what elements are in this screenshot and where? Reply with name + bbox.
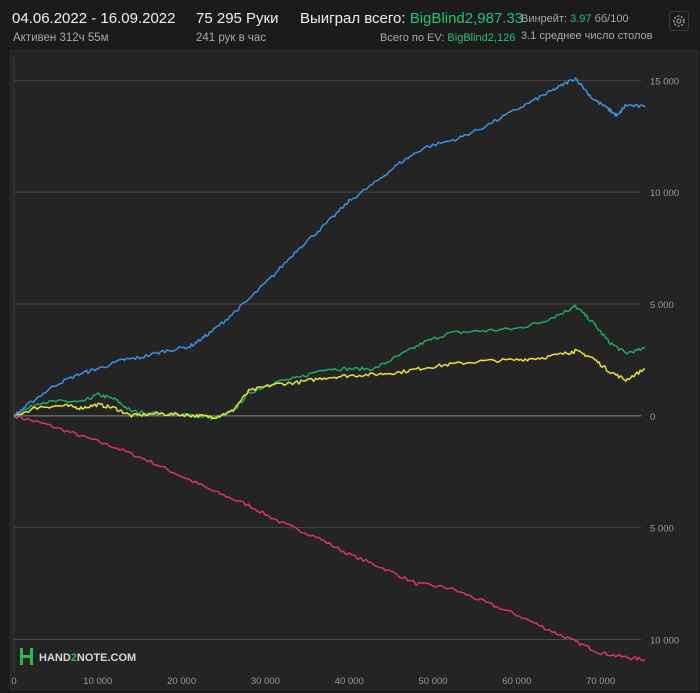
x-axis: 0 10 000 20 000 30 000 40 000 50 000 60 000 70 …	[11, 676, 615, 687]
y-axis: 15 000 10 000 5 000 0 5 000 10 000	[650, 76, 679, 646]
chart-frame	[10, 50, 698, 690]
series-line	[13, 77, 646, 418]
settings-button[interactable]	[669, 11, 689, 31]
grid	[13, 58, 641, 673]
y-tick-label: 5 000	[650, 300, 674, 311]
ev-total: Всего по EV: BigBlind2,126	[380, 32, 515, 44]
x-tick-label: 50 000	[418, 676, 447, 687]
hands-count: 75 295 Руки	[196, 10, 279, 27]
date-range: 04.06.2022 - 16.09.2022	[12, 10, 176, 27]
winrate-label: Винрейт:	[521, 13, 568, 25]
header: 04.06.2022 - 16.09.2022 Активен 312ч 55м…	[0, 0, 700, 50]
hands-per-hour: 241 рук в час	[196, 32, 267, 44]
won-total: Выиграл всего: BigBlind2,987.33	[300, 10, 523, 27]
series-line	[13, 348, 646, 420]
winrate: Винрейт: 3.97 бб/100	[521, 13, 629, 25]
logo: HAND2NOTE.COM	[20, 648, 136, 665]
series-lines	[13, 77, 646, 662]
ev-value: BigBlind2,126	[447, 32, 516, 44]
x-tick-label: 20 000	[167, 676, 196, 687]
x-tick-label: 30 000	[251, 676, 280, 687]
avg-tables: 3.1 среднее число столов	[521, 30, 653, 42]
x-tick-label: 40 000	[335, 676, 364, 687]
series-line	[13, 304, 646, 420]
y-tick-label: 15 000	[650, 76, 679, 87]
logo-text: HAND2NOTE.COM	[39, 652, 136, 664]
winrate-value: 3.97	[570, 13, 592, 25]
y-tick-label: 0	[650, 412, 655, 423]
gear-icon	[673, 15, 685, 27]
hand2note-logo-icon	[20, 648, 33, 665]
won-label: Выиграл всего:	[300, 10, 406, 27]
x-tick-label: 10 000	[83, 676, 112, 687]
active-time: Активен 312ч 55м	[13, 32, 109, 44]
won-value: BigBlind2,987.33	[409, 10, 524, 27]
y-tick-label: 10 000	[650, 188, 679, 199]
winrate-unit: бб/100	[594, 13, 629, 25]
series-line	[13, 415, 646, 662]
ev-label: Всего по EV:	[380, 32, 445, 44]
x-tick-label: 0	[11, 676, 16, 687]
y-tick-label: 10 000	[650, 635, 679, 646]
x-tick-label: 60 000	[502, 676, 531, 687]
y-tick-label: 5 000	[650, 524, 674, 535]
x-tick-label: 70 000	[586, 676, 615, 687]
